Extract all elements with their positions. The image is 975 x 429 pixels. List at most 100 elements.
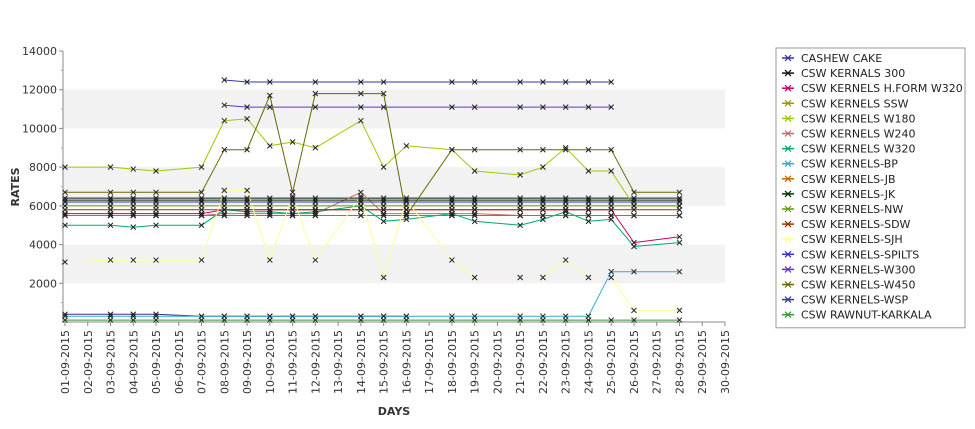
legend-item-csw-kernels-w180: CSW KERNELS W180 bbox=[782, 112, 916, 125]
data-point-csw-kernels-sjh bbox=[449, 257, 455, 263]
legend-item-csw-kernels-sjh: CSW KERNELS-SJH bbox=[782, 233, 903, 246]
data-point-csw-kernels-w180 bbox=[517, 172, 524, 178]
data-point-csw-rawnut-karkala bbox=[221, 317, 228, 323]
data-point-csw-kernels-wsp bbox=[562, 79, 569, 85]
legend-label: CSW KERNELS-JB bbox=[801, 173, 896, 186]
x-tick-label: 09-09-2015 bbox=[241, 330, 254, 394]
x-axis-title: DAYS bbox=[378, 405, 411, 418]
x-tick-label: 29-09-2015 bbox=[696, 330, 709, 394]
data-point-csw-kernels-spilts bbox=[585, 199, 592, 205]
y-tick-label: 10000 bbox=[22, 122, 57, 135]
data-point-csw-kernels-w450 bbox=[244, 146, 250, 153]
x-tick-label: 05-09-2015 bbox=[150, 330, 163, 394]
legend-label: CSW KERNELS SSW bbox=[801, 97, 909, 110]
data-point-csw-kernels-wsp bbox=[244, 79, 250, 85]
data-point-csw-kernels-jb bbox=[676, 212, 683, 219]
data-point-csw-rawnut-karkala bbox=[676, 317, 683, 323]
legend-label: CSW RAWNUT-KARKALA bbox=[801, 309, 932, 322]
data-point-csw-kernels-sdw bbox=[449, 206, 455, 213]
data-point-csw-kernels-sdw bbox=[631, 206, 637, 213]
data-point-csw-kernels-jk bbox=[471, 197, 478, 203]
data-point-csw-kernels-jk bbox=[312, 197, 319, 203]
data-point-csw-kernels-w320 bbox=[631, 243, 637, 250]
data-point-csw-rawnut-karkala bbox=[198, 317, 205, 323]
legend-box bbox=[775, 47, 966, 329]
data-point-csw-kernels-jb bbox=[449, 212, 455, 219]
legend-item-csw-kernels-spilts: CSW KERNELS-SPILTS bbox=[782, 248, 919, 261]
data-point-csw-kernels-spilts bbox=[266, 199, 273, 205]
x-tick-label: 17-09-2015 bbox=[423, 330, 436, 394]
data-point-csw-kernels-w450 bbox=[62, 189, 68, 196]
data-point-csw-kernels-sjh bbox=[153, 257, 159, 263]
legend-label: CSW KERNELS-NW bbox=[801, 203, 903, 216]
series-line-csw-kernels-w320 bbox=[65, 205, 680, 248]
data-point-csw-kernels-spilts bbox=[198, 199, 205, 205]
data-point-csw-rawnut-karkala bbox=[289, 317, 296, 323]
data-point-csw-rawnut-karkala bbox=[107, 317, 114, 323]
data-point-csw-kernels-jk bbox=[631, 197, 637, 203]
x-tick-label: 19-09-2015 bbox=[469, 330, 482, 394]
legend-item-csw-kernels-w320: CSW KERNELS W320 bbox=[782, 143, 916, 156]
data-point-csw-kernels-jk bbox=[517, 197, 524, 203]
legend-item-csw-kernels-nw: CSW KERNELS-NW bbox=[782, 203, 903, 216]
grid-band bbox=[63, 167, 725, 206]
data-point-csw-kernels-jk bbox=[107, 197, 114, 203]
data-point-csw-kernels-jb bbox=[540, 212, 546, 219]
legend-label: CSW KERNELS-WSP bbox=[801, 294, 909, 307]
data-point-csw-kernels-jb bbox=[198, 212, 205, 219]
data-point-csw-kernels-w180 bbox=[562, 144, 569, 151]
data-point-csw-kernels-w320 bbox=[153, 222, 159, 229]
data-point-csw-kernels-jb bbox=[517, 212, 524, 219]
data-point-csw-kernels-sjh bbox=[266, 257, 273, 263]
data-point-csw-kernels-sjh bbox=[130, 257, 137, 263]
data-point-csw-kernels-w180 bbox=[244, 115, 250, 122]
y-axis: 2000 4000 6000 8000 10000 12000 14000 bbox=[22, 45, 64, 322]
data-point-csw-kernels-spilts bbox=[312, 199, 319, 205]
legend-label: CSW KERNELS-SPILTS bbox=[801, 248, 919, 261]
x-tick-label: 16-09-2015 bbox=[400, 330, 413, 394]
legend-label: CSW KERNELS H.FORM W320 bbox=[801, 82, 963, 95]
data-point-cashew-cake bbox=[153, 311, 159, 318]
y-tick-label: 12000 bbox=[22, 84, 57, 97]
data-point-csw-kernels-jb bbox=[562, 212, 569, 219]
data-point-csw-rawnut-karkala bbox=[312, 317, 319, 323]
data-point-csw-kernels-sdw bbox=[289, 206, 296, 213]
data-point-csw-kernels-w300 bbox=[608, 104, 615, 110]
series-line-csw-kernels-sjh bbox=[64, 189, 680, 311]
data-point-csw-kernels-sjh bbox=[631, 307, 637, 314]
data-point-csw-kernels-w450 bbox=[471, 146, 478, 153]
data-point-csw-kernels-sjh bbox=[62, 259, 68, 265]
data-point-csw-kernels-w180 bbox=[608, 168, 615, 174]
data-point-csw-kernels-w180 bbox=[403, 142, 410, 149]
data-point-csw-kernels-wsp bbox=[266, 79, 273, 85]
data-point-csw-kernels-jk bbox=[449, 197, 455, 203]
legend-item-csw-kernels-w240: CSW KERNELS W240 bbox=[782, 128, 916, 141]
legend-item-csw-kernels-w450: CSW KERNELS-W450 bbox=[782, 279, 916, 292]
legend-label: CSW KERNELS-SJH bbox=[801, 233, 903, 246]
data-point-csw-rawnut-karkala bbox=[585, 317, 592, 323]
legend-label: CSW KERNELS-W450 bbox=[801, 279, 916, 292]
y-tick-label: 6000 bbox=[29, 200, 57, 213]
data-point-csw-kernels-sjh bbox=[244, 187, 250, 194]
legend-label: CSW KERNELS W240 bbox=[801, 128, 916, 141]
x-tick-label: 04-09-2015 bbox=[127, 330, 140, 394]
x-tick-label: 02-09-2015 bbox=[82, 330, 95, 394]
data-point-csw-kernels-jb bbox=[221, 212, 228, 219]
data-point-csw-kernels-jb bbox=[358, 212, 364, 219]
data-point-csw-kernels-spilts bbox=[244, 199, 250, 205]
data-point-csw-kernels-w450 bbox=[107, 189, 114, 196]
data-point-csw-kernels-w450 bbox=[198, 189, 205, 196]
legend-item-cashew-cake: CASHEW CAKE bbox=[782, 52, 882, 65]
data-point-csw-kernels-jk bbox=[62, 197, 68, 203]
data-point-csw-kernels-sdw bbox=[403, 206, 410, 213]
data-point-csw-kernels-w450 bbox=[380, 90, 387, 97]
data-point-csw-kernels-jb bbox=[62, 212, 68, 219]
data-point-csw-kernels-sdw bbox=[266, 206, 273, 213]
x-tick-label: 25-09-2015 bbox=[605, 330, 618, 394]
data-point-csw-kernels-w450 bbox=[266, 92, 273, 99]
x-tick-label: 28-09-2015 bbox=[673, 330, 686, 394]
data-point-csw-kernels-w300 bbox=[540, 104, 546, 110]
data-point-csw-kernels-jb bbox=[471, 212, 478, 219]
x-tick-label: 24-09-2015 bbox=[582, 330, 595, 394]
data-point-csw-kernels-jk bbox=[130, 197, 137, 203]
